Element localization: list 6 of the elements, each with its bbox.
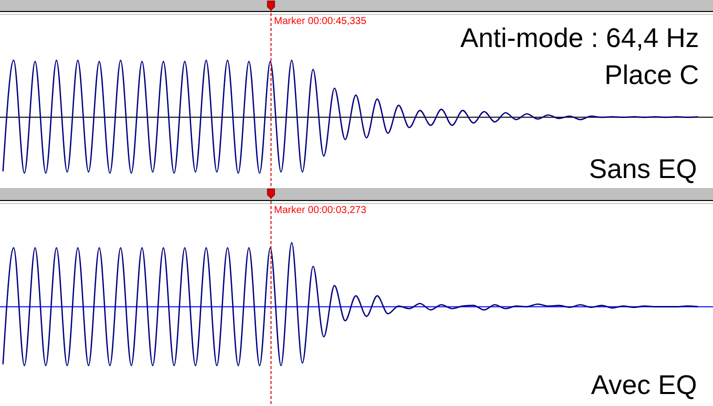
- chart-title: Anti-mode : 64,4 Hz: [460, 23, 699, 53]
- annotation: Sans EQ: [588, 154, 697, 184]
- text: Marker 00:00:45,335: [274, 16, 367, 27]
- text: Avec EQ: [590, 370, 697, 400]
- text: Marker 00:00:03,273: [274, 205, 367, 216]
- chart-subtitle: Place C: [604, 60, 699, 90]
